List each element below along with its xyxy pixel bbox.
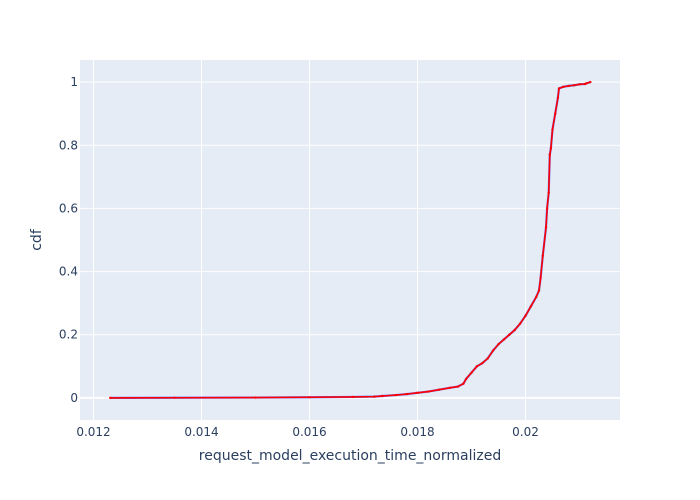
x-tick-label: 0.018 [400,425,434,439]
x-tick-label: 0.014 [184,425,218,439]
data-point [513,328,516,332]
data-point [544,226,548,229]
x-tick-label: 0.012 [76,425,110,439]
data-point [109,396,112,400]
data-point [254,396,257,399]
data-point [551,128,554,131]
y-tick-label: 0 [70,391,78,405]
data-point [308,396,311,399]
y-tick-labels: 0 0.2 0.4 0.6 0.8 1 [59,75,78,405]
data-point [578,83,581,86]
data-point [456,385,460,388]
data-point [589,80,592,84]
data-point [416,391,419,395]
data-point [427,390,430,393]
data-point [475,365,479,368]
data-point [541,254,544,257]
data-point [535,295,538,299]
y-tick-label: 0.6 [59,201,78,215]
y-tick-label: 0.8 [59,138,78,152]
data-point [508,333,511,336]
data-point [448,386,452,389]
data-point [394,393,398,397]
y-tick-label: 1 [70,75,78,89]
data-point [585,82,588,85]
data-point [554,112,557,115]
data-point [556,96,560,100]
data-point [497,343,500,346]
data-point [548,153,551,156]
data-point [381,394,384,398]
data-point [518,322,522,325]
data-point [529,305,533,308]
data-point [464,377,468,381]
x-tick-label: 0.016 [292,425,326,439]
y-tick-label: 0.2 [59,328,78,342]
data-point [486,357,489,360]
x-tick-label: 0.02 [512,425,539,439]
series-group [109,80,592,400]
data-point [462,382,465,385]
data-point [437,388,441,391]
data-point [351,395,354,399]
data-point [173,396,176,399]
data-point [557,87,561,90]
data-point [405,392,408,396]
y-axis-title: cdf [29,228,45,251]
x-axis-title: request_model_execution_time_normalized [199,448,501,464]
data-point [373,395,376,398]
data-point [537,289,541,292]
data-point [502,338,506,341]
data-point [567,84,570,88]
data-point [539,276,542,280]
data-point [572,84,576,87]
x-tick-labels: 0.012 0.014 0.016 0.018 0.02 [76,425,539,439]
data-point [545,207,549,210]
data-point [562,85,565,89]
y-tick-label: 0.4 [59,265,78,279]
data-point [524,314,527,317]
data-point [549,147,553,150]
data-point [547,191,550,194]
data-point [491,349,495,352]
data-point [481,361,484,365]
data-point [470,371,473,374]
x-gridlines [93,60,526,420]
series-line [110,81,591,399]
plot-area [80,60,620,420]
